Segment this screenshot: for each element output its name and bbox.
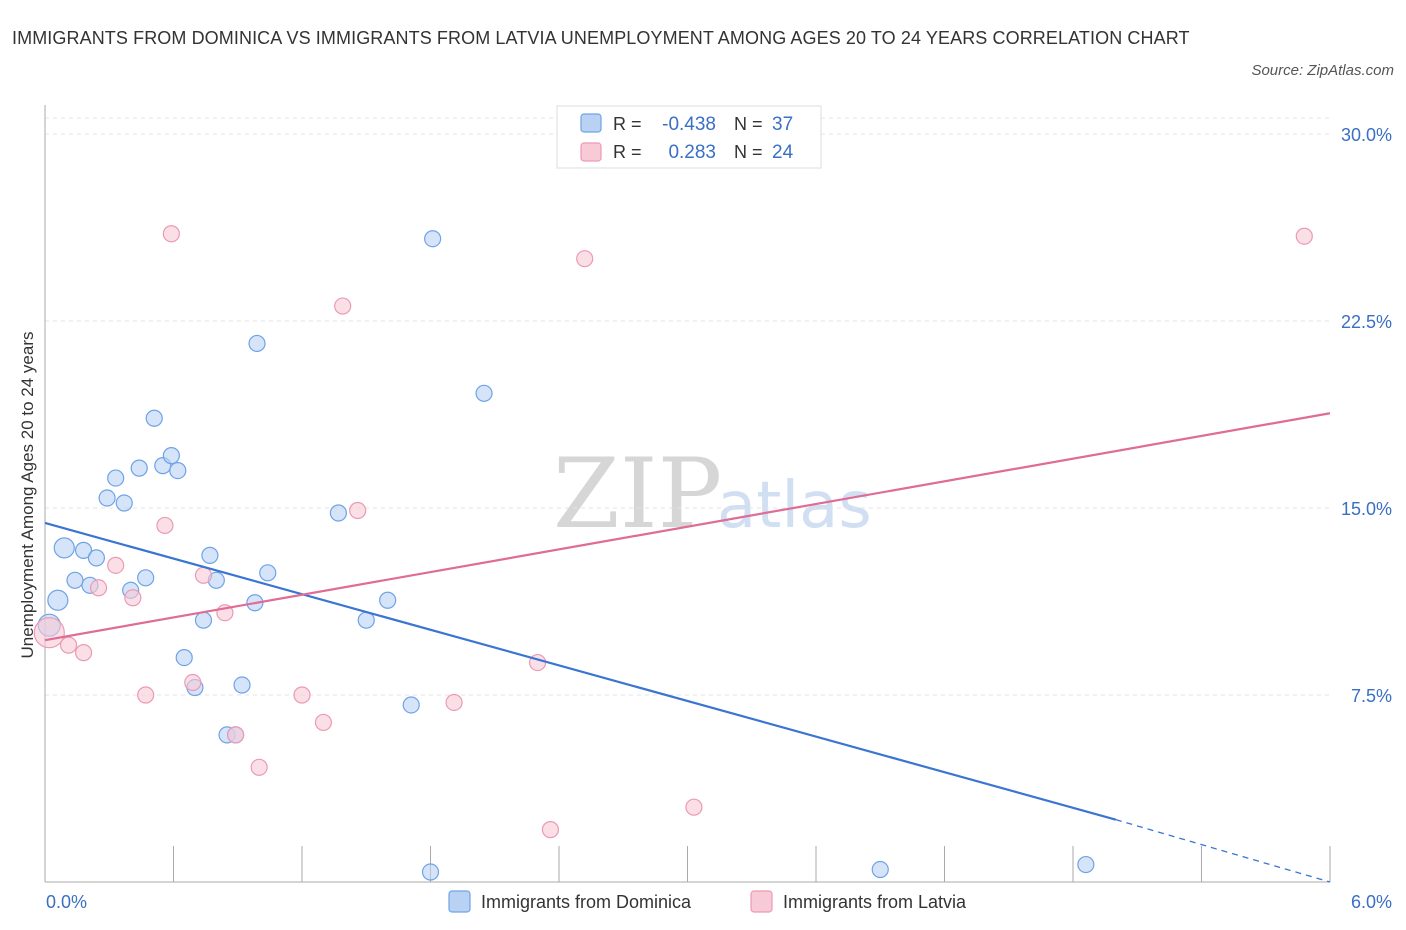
trend-line-dominica bbox=[44, 521, 1117, 821]
point-dominica-35 bbox=[871, 860, 889, 879]
point-dominica-4 bbox=[74, 541, 93, 559]
stats-r-value-latvia: 0.283 bbox=[668, 142, 716, 163]
trend-lines bbox=[44, 412, 1331, 883]
point-dominica-33 bbox=[424, 230, 442, 248]
point-dominica-17 bbox=[175, 648, 193, 667]
point-dominica-1 bbox=[47, 589, 69, 611]
y-tick-label-0: 7.5% bbox=[1351, 686, 1392, 706]
y-tick-labels: 7.5% 15.0% 22.5% 30.0% bbox=[1341, 125, 1392, 706]
watermark-zip: ZIP bbox=[553, 438, 722, 550]
point-latvia-21 bbox=[576, 250, 594, 268]
stats-n-value-dominica: 37 bbox=[772, 114, 793, 135]
series-0-points bbox=[37, 230, 1095, 881]
stats-swatch-latvia bbox=[580, 142, 602, 162]
source-label: Source: ZipAtlas.com bbox=[1251, 62, 1394, 79]
point-latvia-0 bbox=[33, 617, 65, 649]
point-dominica-2 bbox=[53, 537, 75, 559]
point-dominica-30 bbox=[379, 591, 397, 609]
watermark: ZIP atlas bbox=[553, 438, 872, 550]
gridlines bbox=[45, 117, 1330, 696]
point-dominica-36 bbox=[1077, 855, 1095, 874]
point-latvia-20 bbox=[541, 821, 560, 839]
watermark-atlas: atlas bbox=[717, 469, 872, 543]
trend-extension-dominica bbox=[1115, 819, 1331, 883]
point-dominica-11 bbox=[130, 459, 148, 477]
axes bbox=[44, 105, 1331, 883]
point-dominica-3 bbox=[66, 571, 84, 589]
point-latvia-15 bbox=[314, 713, 333, 732]
stats-r-label-latvia: R = bbox=[613, 142, 642, 162]
point-dominica-19 bbox=[194, 611, 213, 629]
point-dominica-7 bbox=[98, 489, 116, 507]
point-dominica-8 bbox=[107, 469, 125, 487]
stats-swatch-dominica bbox=[580, 113, 602, 133]
point-dominica-34 bbox=[475, 384, 493, 402]
x-tick-labels: 0.0% 6.0% bbox=[46, 892, 1392, 912]
point-latvia-8 bbox=[162, 225, 180, 243]
stats-r-label-dominica: R = bbox=[613, 114, 642, 134]
point-dominica-28 bbox=[329, 504, 348, 522]
point-latvia-5 bbox=[124, 589, 142, 607]
point-latvia-1 bbox=[59, 636, 78, 654]
point-latvia-16 bbox=[334, 297, 352, 315]
point-latvia-7 bbox=[156, 516, 174, 535]
series-legend: Immigrants from Dominica Immigrants from… bbox=[448, 890, 967, 913]
point-latvia-12 bbox=[227, 726, 245, 744]
point-dominica-12 bbox=[137, 569, 155, 587]
point-dominica-15 bbox=[162, 447, 180, 465]
point-latvia-3 bbox=[89, 579, 108, 597]
x-tick-label-0: 0.0% bbox=[46, 892, 87, 912]
y-tick-label-3: 30.0% bbox=[1341, 125, 1392, 145]
point-dominica-9 bbox=[115, 494, 133, 512]
point-dominica-16 bbox=[169, 462, 187, 480]
point-dominica-24 bbox=[233, 676, 251, 694]
data-points bbox=[33, 225, 1313, 881]
point-dominica-26 bbox=[248, 334, 266, 353]
trend-line-latvia bbox=[44, 412, 1331, 642]
point-latvia-6 bbox=[137, 686, 155, 704]
point-latvia-13 bbox=[250, 758, 268, 776]
stats-n-label-latvia: N = bbox=[734, 142, 763, 162]
point-dominica-27 bbox=[259, 564, 277, 582]
legend-label-dominica: Immigrants from Dominica bbox=[481, 892, 692, 912]
point-latvia-10 bbox=[194, 566, 213, 584]
point-dominica-31 bbox=[402, 696, 420, 714]
legend-label-latvia: Immigrants from Latvia bbox=[783, 892, 967, 912]
point-dominica-20 bbox=[201, 546, 219, 564]
point-dominica-32 bbox=[421, 863, 440, 881]
legend-swatch-dominica bbox=[448, 890, 471, 913]
point-latvia-2 bbox=[74, 644, 93, 662]
legend-swatch-latvia bbox=[750, 890, 773, 913]
point-dominica-6 bbox=[87, 549, 106, 567]
chart-title: IMMIGRANTS FROM DOMINICA VS IMMIGRANTS F… bbox=[12, 28, 1190, 48]
y-tick-label-2: 22.5% bbox=[1341, 312, 1392, 332]
stats-r-value-dominica: -0.438 bbox=[662, 114, 716, 135]
point-latvia-22 bbox=[685, 798, 703, 816]
point-latvia-4 bbox=[107, 556, 125, 574]
x-tick-label-1: 6.0% bbox=[1351, 892, 1392, 912]
point-latvia-23 bbox=[1295, 227, 1313, 245]
stats-legend: R = -0.438 N = 37 R = 0.283 N = 24 bbox=[556, 105, 822, 169]
stats-n-value-latvia: 24 bbox=[772, 142, 794, 163]
y-axis-title: Unemployment Among Ages 20 to 24 years bbox=[18, 332, 37, 659]
point-latvia-14 bbox=[293, 686, 311, 704]
point-latvia-9 bbox=[184, 673, 202, 692]
point-dominica-13 bbox=[145, 409, 163, 427]
stats-n-label-dominica: N = bbox=[734, 114, 763, 134]
y-tick-label-1: 15.0% bbox=[1341, 499, 1392, 519]
point-latvia-17 bbox=[349, 501, 367, 520]
point-latvia-18 bbox=[445, 693, 463, 712]
